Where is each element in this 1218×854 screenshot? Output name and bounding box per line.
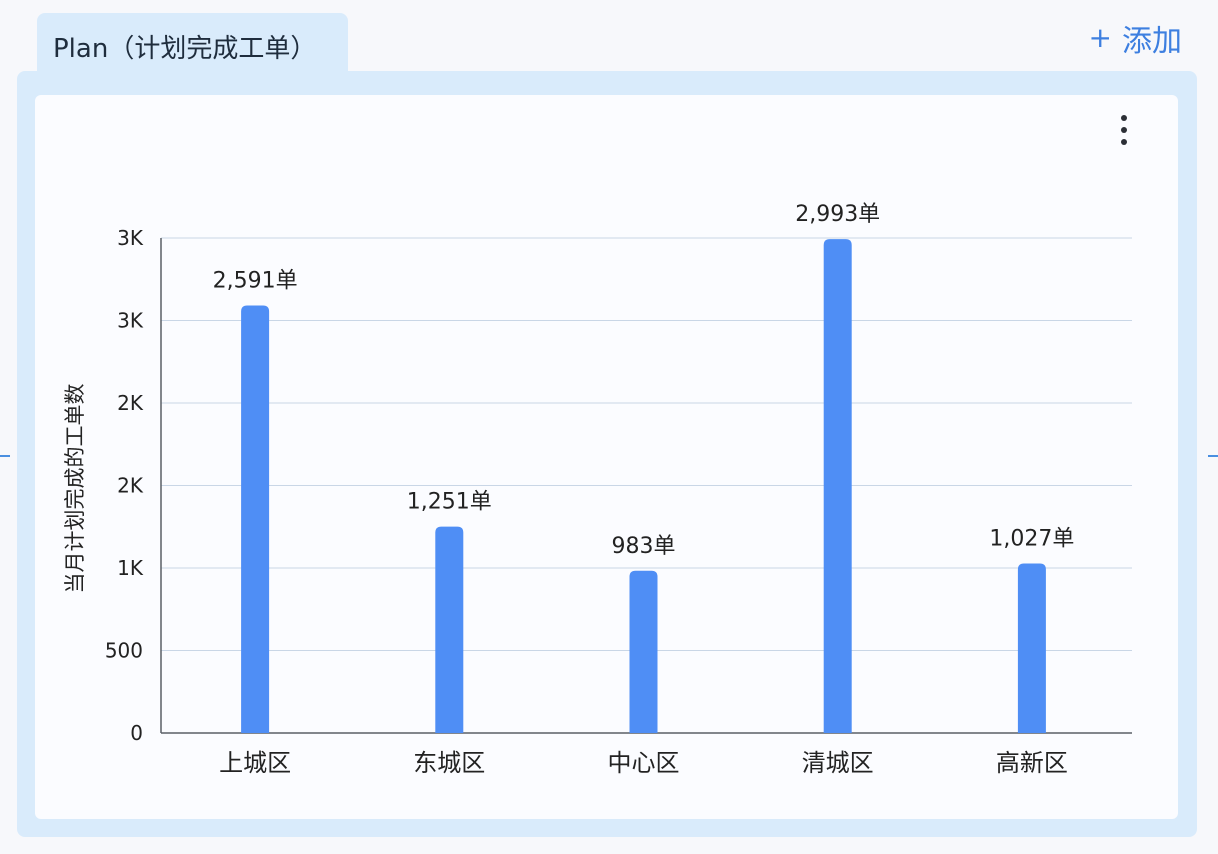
x-tick-label: 高新区 — [996, 749, 1068, 777]
y-tick-label: 3K — [117, 309, 144, 333]
data-label: 2,993单 — [795, 202, 880, 227]
bar — [435, 526, 464, 733]
add-button-label: 添加 — [1122, 24, 1182, 59]
y-axis-title: 当月计划完成的工单数 — [63, 384, 87, 594]
data-label: 1,027单 — [989, 527, 1074, 552]
x-tick-label: 东城区 — [413, 749, 485, 777]
data-label: 983单 — [612, 534, 676, 559]
bar — [629, 570, 658, 733]
y-tick-label: 0 — [130, 721, 143, 745]
x-tick-label: 清城区 — [802, 749, 874, 777]
data-label: 1,251单 — [407, 490, 492, 515]
plus-icon: + — [1088, 21, 1112, 54]
y-tick-label: 2K — [117, 391, 144, 415]
data-label: 2,591单 — [213, 268, 298, 293]
bar — [823, 239, 852, 733]
chart-card — [35, 95, 1178, 819]
more-vertical-icon[interactable] — [1111, 108, 1137, 152]
x-tick-label: 上城区 — [219, 749, 291, 777]
bar — [1017, 563, 1046, 733]
tab-plan[interactable]: Plan（计划完成工单） — [37, 13, 348, 79]
right-edge-marker — [1208, 455, 1218, 457]
y-tick-label: 500 — [105, 639, 143, 663]
add-button[interactable]: + 添加 — [1088, 18, 1182, 60]
x-tick-label: 中心区 — [608, 749, 680, 777]
y-tick-label: 3K — [117, 226, 144, 250]
y-tick-label: 1K — [117, 556, 144, 580]
bar — [241, 305, 270, 733]
y-tick-label: 2K — [117, 474, 144, 498]
left-edge-marker — [0, 455, 10, 457]
tab-label: Plan（计划完成工单） — [53, 33, 317, 64]
